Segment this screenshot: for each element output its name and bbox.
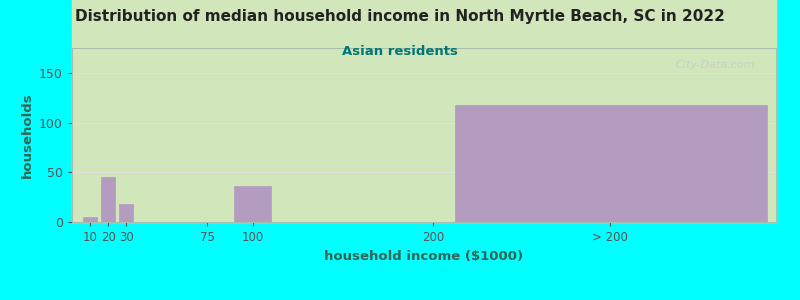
Bar [119,204,134,222]
Text: Asian residents: Asian residents [342,45,458,58]
Y-axis label: households: households [21,92,34,178]
Bar [72,0,776,70]
Bar [83,217,98,222]
Bar [454,105,767,222]
Text: Distribution of median household income in North Myrtle Beach, SC in 2022: Distribution of median household income … [75,9,725,24]
Bar [234,186,270,222]
Text: City-Data.com: City-Data.com [675,60,755,70]
X-axis label: household income ($1000): household income ($1000) [325,250,523,262]
Bar [101,177,115,222]
Bar [72,70,776,222]
